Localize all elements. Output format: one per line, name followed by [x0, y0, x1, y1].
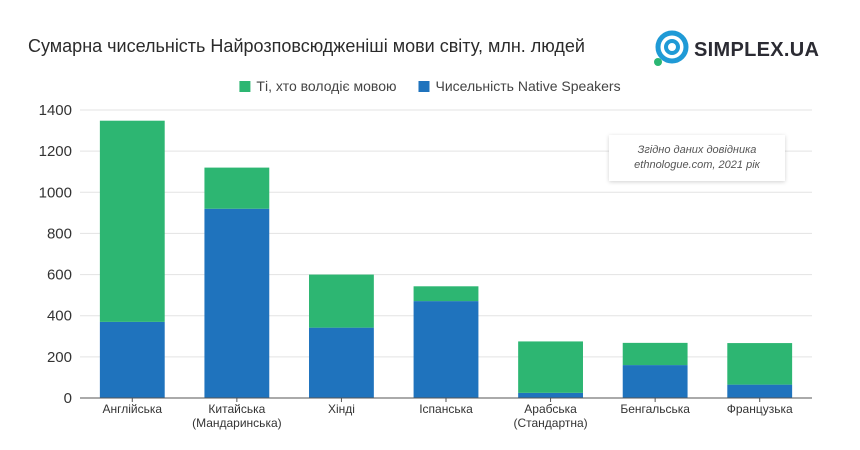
- bar-segment: [518, 392, 583, 398]
- bar-segment: [727, 384, 793, 398]
- bars: [99, 120, 793, 398]
- y-tick-label: 800: [47, 225, 72, 242]
- x-tick-label: Бенгальська: [620, 402, 690, 416]
- legend-swatch: [418, 81, 430, 92]
- logo-dot: [654, 58, 662, 66]
- x-tick-label: Іспанська: [419, 402, 473, 416]
- bar-segment: [622, 365, 688, 398]
- logo-inner-ring: [664, 39, 680, 55]
- bar-segment: [204, 167, 270, 209]
- y-tick-label: 200: [47, 349, 72, 366]
- bar-segment: [204, 208, 270, 398]
- y-tick-label: 1400: [39, 102, 72, 119]
- legend: Ті, хто володіє мовою Чисельність Native …: [239, 78, 621, 94]
- x-tick-label: Арабська: [524, 402, 577, 416]
- bar-segment: [309, 327, 374, 398]
- source-note-line-2: ethnologue.com, 2021 рік: [634, 159, 760, 171]
- legend-label: Чисельність Native Speakers: [435, 78, 620, 94]
- logo-icon: [654, 30, 689, 66]
- x-tick-label: Хінді: [328, 402, 355, 416]
- brand-logo[interactable]: SIMPLEX.UA: [648, 28, 828, 70]
- bar-segment: [413, 286, 479, 302]
- x-tick-labels: Англійська Китайська(Мандаринська) Хінді Іс…: [103, 402, 793, 430]
- logo-outer-ring: [655, 30, 689, 64]
- axes: [80, 397, 812, 402]
- bar-segment: [518, 341, 583, 393]
- bar-segment: [99, 120, 165, 322]
- bar-segment: [413, 301, 479, 398]
- x-tick-label: Китайська: [208, 402, 265, 416]
- y-tick-label: 0: [64, 390, 72, 407]
- bar-segment: [727, 343, 793, 385]
- legend-swatch: [239, 81, 251, 92]
- x-tick-label: (Мандаринська): [192, 416, 282, 430]
- bar-segment: [309, 274, 374, 328]
- logo-text: SIMPLEX.UA: [694, 39, 820, 61]
- chart-title: Сумарна чисельність Найрозповсюдженіші м…: [28, 36, 585, 56]
- x-tick-label: Англійська: [103, 402, 163, 416]
- legend-label: Ті, хто володіє мовою: [256, 78, 396, 94]
- source-note-line-1: Згідно даних довідника: [637, 144, 757, 156]
- y-tick-label: 400: [47, 308, 72, 325]
- source-note: Згідно даних довідника ethnologue.com, 2…: [609, 135, 785, 181]
- bar-segment: [622, 342, 688, 366]
- x-tick-label: (Стандартна): [513, 416, 587, 430]
- x-tick-label: Французька: [727, 402, 793, 416]
- bar-segment: [99, 321, 165, 398]
- y-tick-label: 1200: [39, 143, 72, 160]
- y-tick-label: 600: [47, 267, 72, 284]
- y-tick-label: 1000: [39, 184, 72, 201]
- y-tick-labels: 0 200 400 600 800 1000 1200 1400: [39, 102, 72, 407]
